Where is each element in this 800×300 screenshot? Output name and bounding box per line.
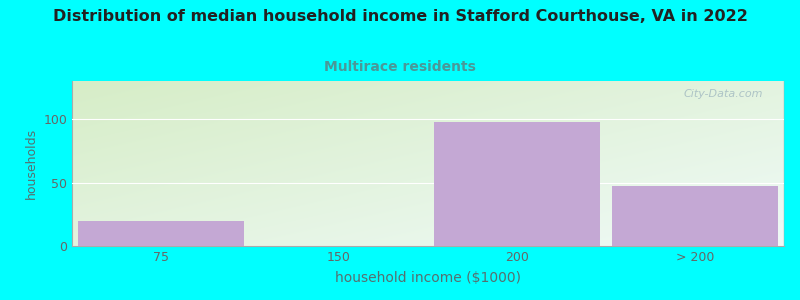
X-axis label: household income ($1000): household income ($1000) (335, 271, 521, 285)
Bar (434, 122, 600, 246)
Text: Multirace residents: Multirace residents (324, 60, 476, 74)
Text: City-Data.com: City-Data.com (683, 89, 762, 99)
Bar (612, 186, 778, 246)
Bar (78, 220, 244, 246)
Y-axis label: households: households (25, 128, 38, 199)
Text: Distribution of median household income in Stafford Courthouse, VA in 2022: Distribution of median household income … (53, 9, 747, 24)
